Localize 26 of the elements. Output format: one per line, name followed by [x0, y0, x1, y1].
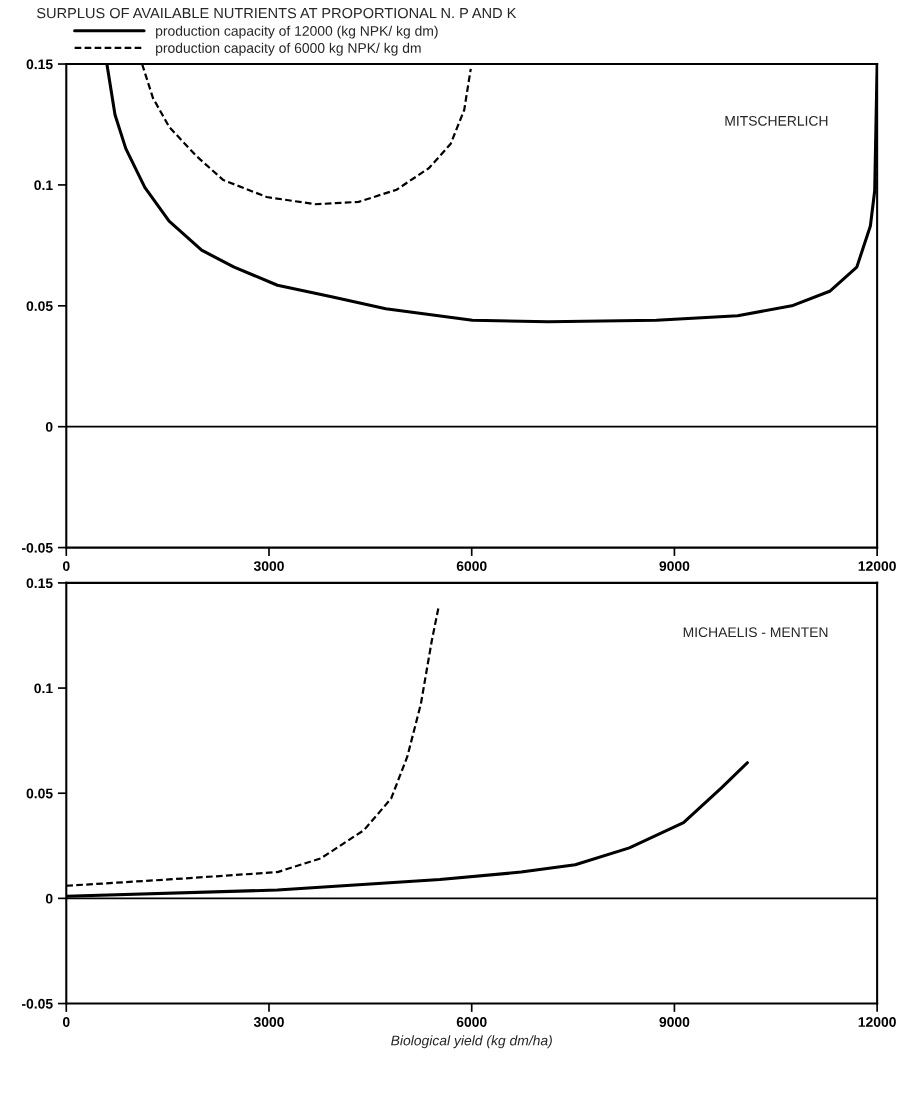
y-tick-label: 0.1 — [34, 180, 53, 191]
x-tick-label: 12000 — [858, 561, 896, 571]
y-tick-label: 0 — [45, 893, 53, 904]
y-tick-label: 0.15 — [26, 578, 53, 589]
x-tick-label: 0 — [62, 561, 70, 571]
y-tick-label: 0.05 — [26, 788, 53, 799]
x-tick-label: 6000 — [456, 1017, 487, 1027]
x-axis-title: Biological yield (kg dm/ha) — [391, 1035, 552, 1049]
y-tick-label: -0.05 — [21, 542, 53, 553]
x-tick-label: 9000 — [659, 561, 690, 571]
y-tick-label: 0.05 — [26, 301, 53, 311]
y-tick-label: -0.05 — [21, 998, 53, 1009]
annotation: MITSCHERLICH — [725, 115, 828, 126]
x-tick-label: 3000 — [253, 1017, 284, 1027]
x-tick-label: 6000 — [456, 561, 487, 571]
x-tick-label: 12000 — [858, 1017, 896, 1027]
y-tick-label: 0 — [45, 422, 53, 432]
x-tick-label: 3000 — [253, 561, 284, 571]
y-tick-label: 0.15 — [26, 59, 53, 70]
x-tick-label: 0 — [62, 1017, 70, 1027]
chart-title: SURPLUS OF AVAILABLE NUTRIENTS AT PROPORTIONAL N. P AND K — [36, 7, 517, 19]
legend-label: production capacity of 12000 (kg NPK/ kg dm) — [156, 25, 438, 39]
annotation: MICHAELIS - MENTEN — [683, 627, 828, 638]
legend-label: production capacity of 6000 kg NPK/ kg dm — [156, 42, 421, 56]
y-tick-label: 0.1 — [34, 683, 53, 694]
x-tick-label: 9000 — [659, 1017, 690, 1027]
